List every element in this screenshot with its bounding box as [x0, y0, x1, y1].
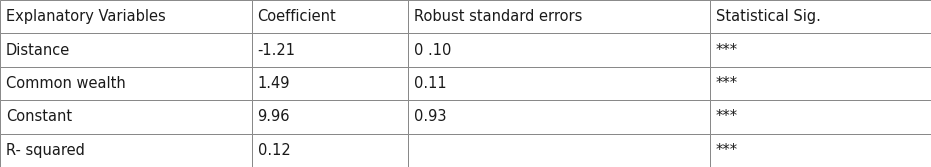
- Bar: [408, 100, 709, 134]
- Bar: [0, 33, 251, 67]
- Bar: [408, 134, 709, 167]
- Bar: [408, 67, 709, 100]
- Text: Common wealth: Common wealth: [6, 76, 126, 91]
- Bar: [709, 33, 931, 67]
- Bar: [0, 0, 251, 33]
- Bar: [408, 0, 709, 33]
- Bar: [709, 100, 931, 134]
- Text: 0.12: 0.12: [258, 143, 290, 158]
- Text: Explanatory Variables: Explanatory Variables: [6, 9, 166, 24]
- Text: -1.21: -1.21: [258, 43, 296, 58]
- Text: Constant: Constant: [6, 109, 72, 124]
- Text: ***: ***: [716, 43, 737, 58]
- Bar: [251, 100, 408, 134]
- Text: 0.93: 0.93: [413, 109, 446, 124]
- Text: Statistical Sig.: Statistical Sig.: [716, 9, 820, 24]
- Bar: [251, 0, 408, 33]
- Bar: [709, 67, 931, 100]
- Bar: [0, 100, 251, 134]
- Text: ***: ***: [716, 109, 737, 124]
- Text: R- squared: R- squared: [6, 143, 85, 158]
- Bar: [709, 0, 931, 33]
- Bar: [251, 33, 408, 67]
- Text: ***: ***: [716, 143, 737, 158]
- Text: 0.11: 0.11: [413, 76, 446, 91]
- Text: Robust standard errors: Robust standard errors: [413, 9, 582, 24]
- Text: ***: ***: [716, 76, 737, 91]
- Text: Distance: Distance: [6, 43, 70, 58]
- Bar: [0, 67, 251, 100]
- Bar: [251, 134, 408, 167]
- Bar: [709, 134, 931, 167]
- Text: Coefficient: Coefficient: [258, 9, 336, 24]
- Bar: [408, 33, 709, 67]
- Bar: [251, 67, 408, 100]
- Text: 0 .10: 0 .10: [413, 43, 451, 58]
- Text: 1.49: 1.49: [258, 76, 290, 91]
- Text: 9.96: 9.96: [258, 109, 290, 124]
- Bar: [0, 134, 251, 167]
